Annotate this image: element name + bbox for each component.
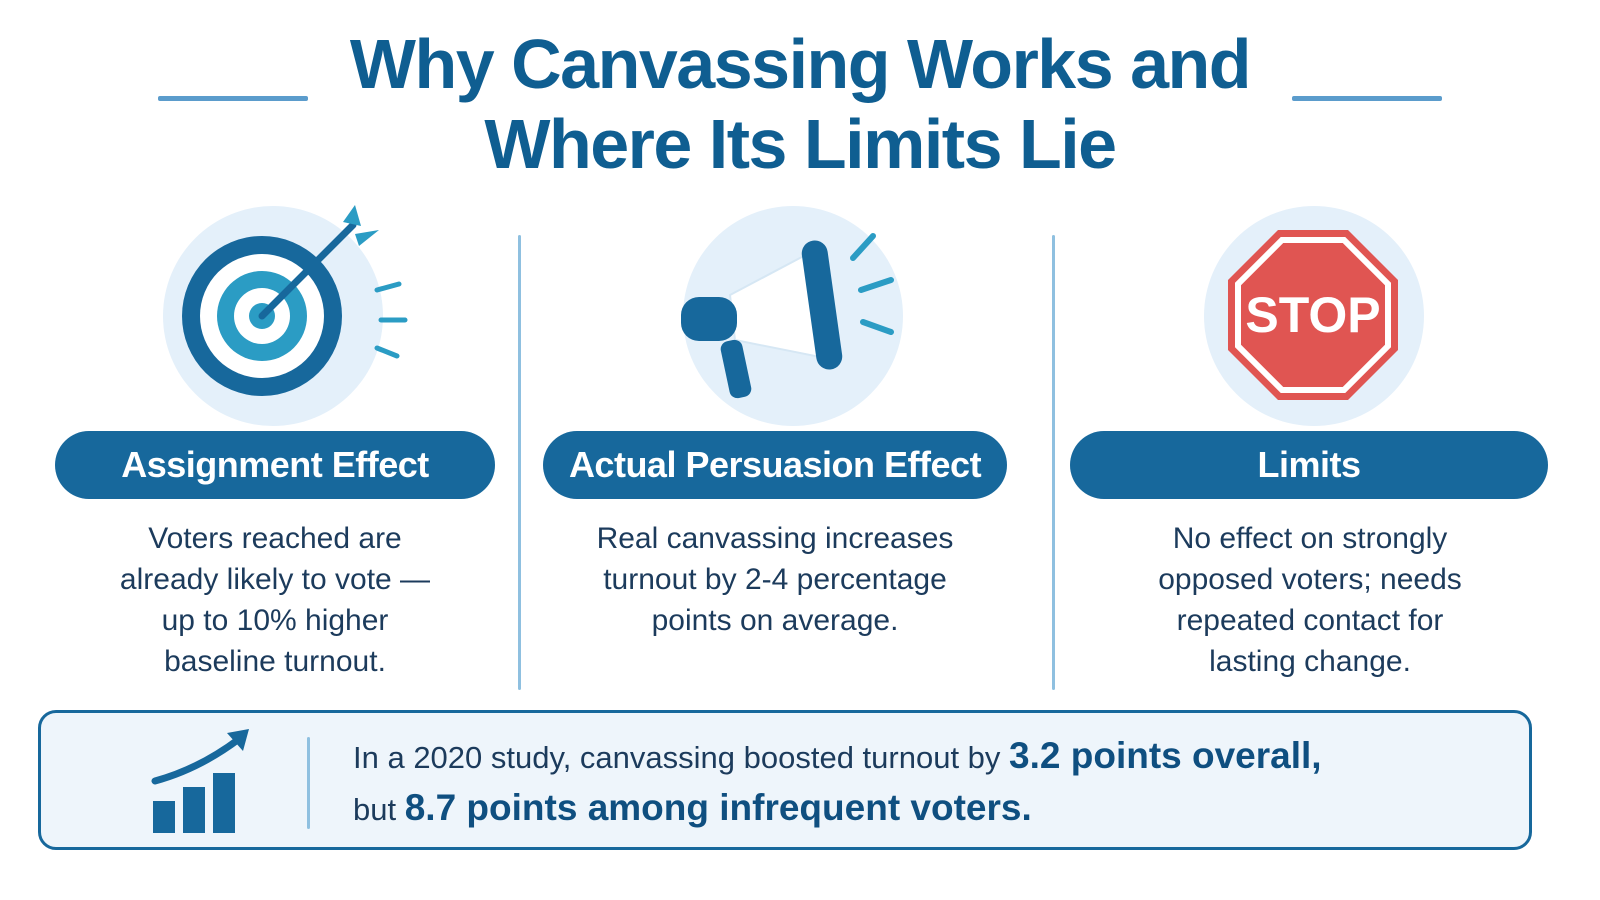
persuasion-effect-text: Real canvassing increases turnout by 2-4… bbox=[555, 518, 995, 641]
text-line: opposed voters; needs bbox=[1158, 563, 1462, 596]
persuasion-effect-column: Actual Persuasion Effect Real canvassing… bbox=[543, 200, 1007, 690]
study-highlight-infrequent: 8.7 points among infrequent voters. bbox=[404, 787, 1032, 828]
megaphone-icon bbox=[681, 233, 894, 399]
study-text: In a 2020 study, canvassing boosted turn… bbox=[353, 731, 1503, 835]
title-line-2: Where Its Limits Lie bbox=[484, 105, 1117, 183]
text-line: up to 10% higher bbox=[161, 604, 389, 637]
text-line: No effect on strongly bbox=[1172, 522, 1448, 555]
target-icon bbox=[182, 205, 408, 396]
text-line: lasting change. bbox=[1209, 645, 1411, 678]
assignment-effect-heading: Assignment Effect bbox=[55, 431, 495, 499]
study-highlight-overall: 3.2 points overall, bbox=[1009, 735, 1322, 776]
text-line: repeated contact for bbox=[1176, 604, 1444, 637]
persuasion-effect-heading: Actual Persuasion Effect bbox=[543, 431, 1007, 499]
study-line-1: In a 2020 study, canvassing boosted turn… bbox=[353, 731, 1503, 783]
title-line-1: Why Canvassing Works and bbox=[349, 25, 1252, 103]
study-text-part: but bbox=[353, 792, 405, 827]
column-divider bbox=[518, 235, 521, 690]
text-line: already likely to vote — bbox=[119, 563, 431, 596]
text-line: baseline turnout. bbox=[164, 645, 386, 678]
study-callout: In a 2020 study, canvassing boosted turn… bbox=[38, 710, 1532, 850]
assignment-effect-text: Voters reached are already likely to vot… bbox=[65, 518, 485, 682]
title-rule-left bbox=[158, 96, 308, 101]
column-divider bbox=[1052, 235, 1055, 690]
text-line: Voters reached are bbox=[148, 522, 402, 555]
limits-column: STOP Limits No effect on strongly oppose… bbox=[1070, 200, 1548, 690]
title-area: Why Canvassing Works and Where Its Limit… bbox=[0, 24, 1600, 194]
text-line: turnout by 2-4 percentage bbox=[603, 563, 947, 596]
title-rule-right bbox=[1292, 96, 1442, 101]
text-line: points on average. bbox=[651, 604, 899, 637]
study-text-part: In a 2020 study, canvassing boosted turn… bbox=[353, 740, 1010, 775]
growth-chart-icon bbox=[151, 729, 249, 833]
limits-text: No effect on strongly opposed voters; ne… bbox=[1090, 518, 1530, 682]
stop-sign-icon: STOP bbox=[1228, 230, 1398, 400]
text-line: Real canvassing increases bbox=[596, 522, 954, 555]
assignment-effect-column: Assignment Effect Voters reached are alr… bbox=[55, 200, 495, 690]
page-title: Why Canvassing Works and Where Its Limit… bbox=[330, 24, 1270, 184]
study-line-2: but 8.7 points among infrequent voters. bbox=[353, 783, 1503, 835]
limits-heading: Limits bbox=[1070, 431, 1548, 499]
callout-divider bbox=[307, 737, 310, 829]
stop-sign-text: STOP bbox=[1245, 287, 1380, 343]
